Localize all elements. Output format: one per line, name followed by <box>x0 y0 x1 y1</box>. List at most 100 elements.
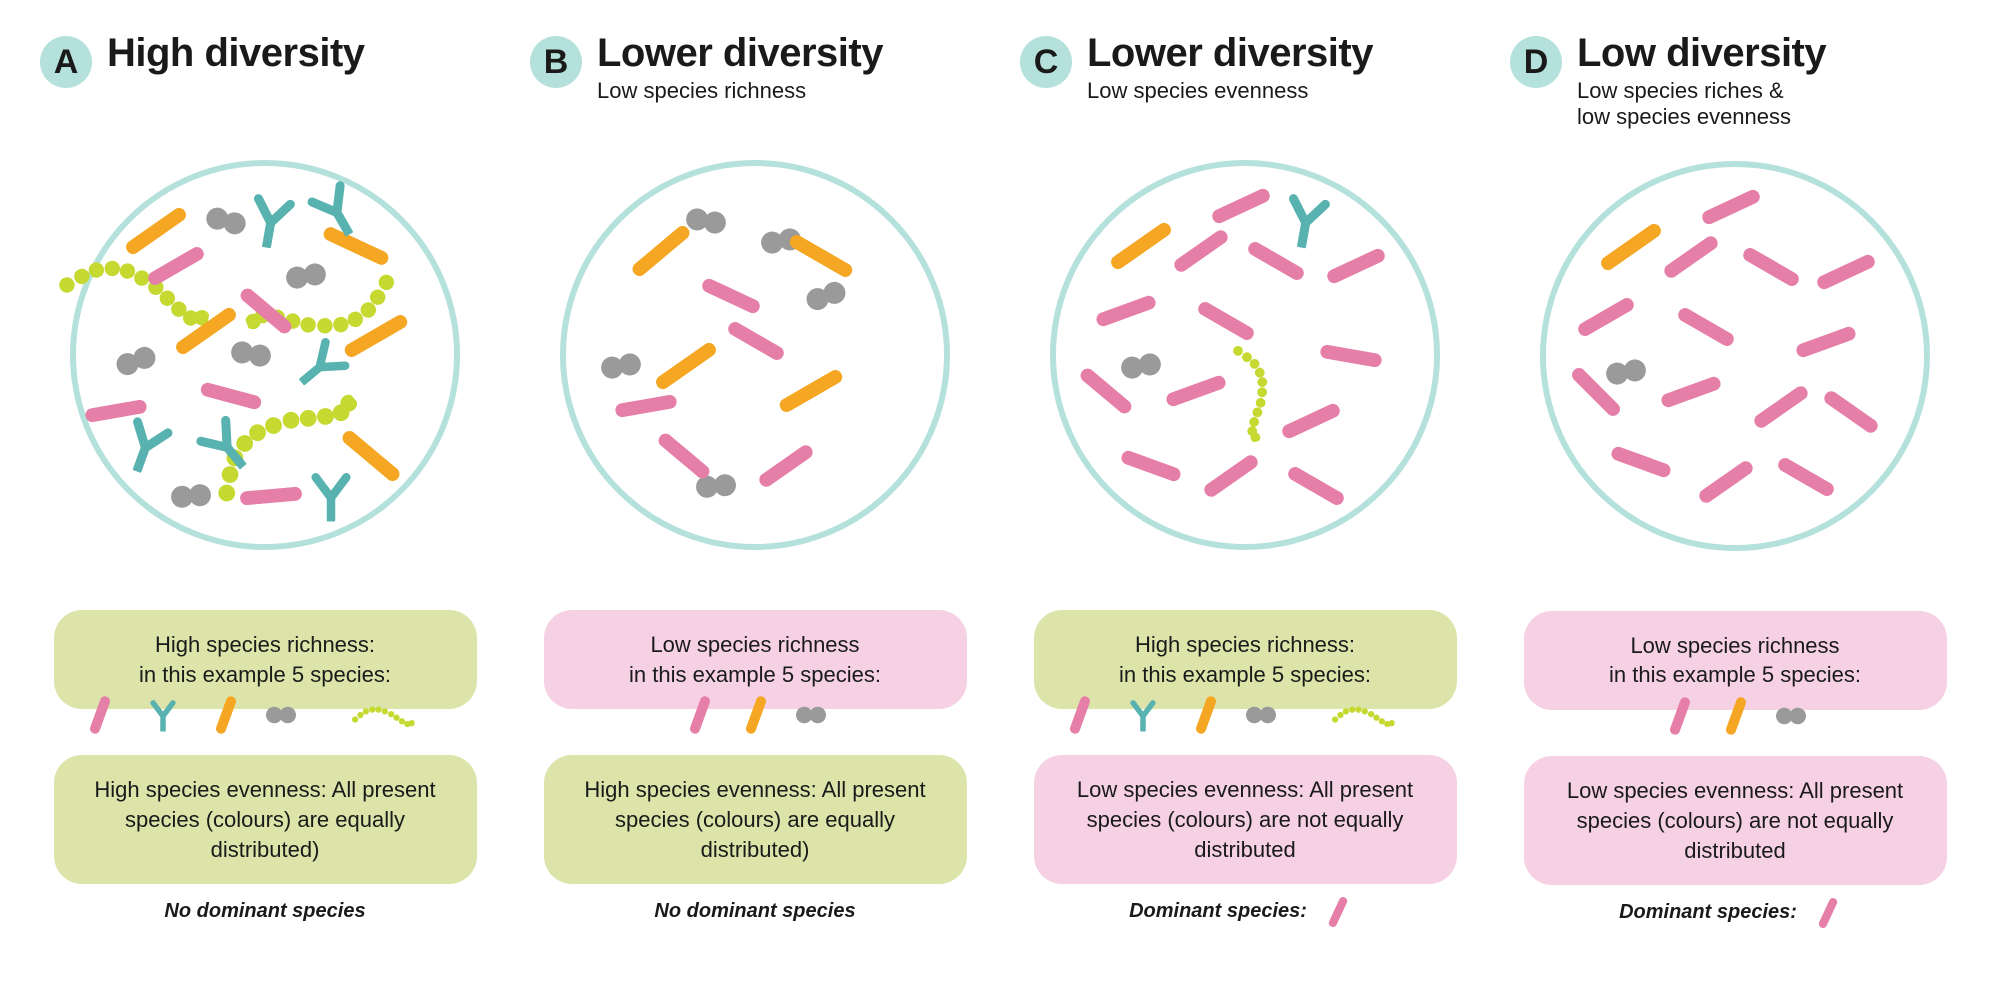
legend-yellow_chain-icon <box>1332 702 1395 729</box>
dominant-footnote: Dominant species: <box>1619 901 1851 924</box>
legend-gray_coccus-icon <box>795 705 828 726</box>
petri-dish-container <box>30 160 500 550</box>
microbe-pink_rod <box>1776 455 1837 498</box>
legend-gray_coccus-icon <box>265 705 298 726</box>
petri-dish-container <box>520 160 990 550</box>
richness-line1: Low species richness <box>1552 631 1919 661</box>
legend-pink_rod-icon <box>689 695 712 735</box>
microbe-gray_coccus <box>168 480 214 512</box>
legend-orange_rod-icon <box>1195 695 1218 735</box>
evenness-box: Low species evenness: All present specie… <box>1524 756 1947 885</box>
panel-header: B Lower diversity Low species richness <box>520 30 990 130</box>
microbe-pink_rod <box>1700 187 1762 226</box>
panel-header: C Lower diversity Low species evenness <box>1010 30 1480 130</box>
microbe-pink_rod <box>1196 299 1257 342</box>
panel-subtitle: Low species riches & low species evennes… <box>1577 78 1826 131</box>
microbe-pink_rod <box>1325 247 1387 286</box>
microbe-yellow_chain <box>1223 338 1289 444</box>
evenness-box: High species evenness: All present speci… <box>544 755 967 884</box>
panel-title: Low diversity <box>1577 30 1826 76</box>
panel-header: D Low diversity Low species riches & low… <box>1500 30 1970 131</box>
legend-pink_rod-icon <box>89 695 112 735</box>
microbe-pink_rod <box>1676 305 1737 348</box>
petri-dish <box>70 160 460 550</box>
richness-line2: in this example 5 species: <box>1062 660 1429 690</box>
panel-title-block: Lower diversity Low species evenness <box>1087 30 1373 104</box>
panel-d: D Low diversity Low species riches & low… <box>1500 30 1970 980</box>
panel-header: A High diversity <box>30 30 500 130</box>
microbe-pink_rod <box>1172 227 1231 274</box>
species-legend <box>1057 691 1433 739</box>
legend-teal_y-icon <box>1127 699 1160 732</box>
microbe-pink_rod <box>656 431 712 482</box>
panel-title: Lower diversity <box>1087 30 1373 76</box>
dominant-footnote: Dominant species: <box>1129 900 1361 923</box>
microbe-pink_rod <box>1609 445 1672 479</box>
microbe-pink_rod <box>1794 325 1857 359</box>
petri-dish <box>560 160 950 550</box>
microbe-pink_rod <box>199 381 263 411</box>
panel-subtitle: Low species richness <box>597 78 883 104</box>
panel-c: C Lower diversity Low species evenness <box>1010 30 1480 980</box>
panel-title: Lower diversity <box>597 30 883 76</box>
panel-letter-badge: D <box>1510 36 1562 88</box>
microbe-pink_rod <box>1164 374 1227 408</box>
petri-dish <box>1050 160 1440 550</box>
legend-teal_y-icon <box>147 699 180 732</box>
microbe-teal_y <box>111 411 180 480</box>
footnote-text: No dominant species <box>654 900 855 923</box>
panel-subtitle: Low species evenness <box>1087 78 1373 104</box>
microbe-pink_rod <box>1815 252 1877 291</box>
microbe-orange_rod <box>630 223 693 279</box>
microbe-pink_rod <box>1752 383 1811 430</box>
microbe-orange_rod <box>777 367 845 414</box>
richness-line2: in this example 5 species: <box>572 660 939 690</box>
panel-a: A High diversity <box>30 30 500 980</box>
footnote-text: Dominant species: <box>1619 901 1797 924</box>
petri-dish <box>1540 161 1930 551</box>
microbe-teal_y <box>299 174 373 248</box>
legend-yellow_chain-icon <box>352 702 415 729</box>
microbe-pink_rod <box>726 319 787 362</box>
microbe-teal_y <box>240 190 303 253</box>
panel-letter-badge: A <box>40 36 92 88</box>
microbe-gray_coccus <box>597 348 645 383</box>
legend-gray_coccus-icon <box>1245 705 1278 726</box>
species-legend <box>1657 692 1813 740</box>
richness-line1: High species richness: <box>1062 630 1429 660</box>
microbe-pink_rod <box>1210 187 1272 226</box>
microbe-orange_rod <box>1598 221 1663 273</box>
microbe-gray_coccus <box>1602 354 1650 389</box>
microbe-gray_coccus <box>111 340 162 381</box>
panel-title: High diversity <box>107 30 365 76</box>
panel-letter-badge: B <box>530 36 582 88</box>
microbe-pink_rod <box>1576 295 1637 338</box>
microbe-pink_rod <box>1119 449 1182 483</box>
legend-pink_rod-icon <box>1669 696 1692 736</box>
microbe-gray_coccus <box>801 275 852 316</box>
evenness-box: High species evenness: All present speci… <box>54 755 477 884</box>
dominant-species-icon <box>1327 896 1348 929</box>
footnote-text: Dominant species: <box>1129 900 1307 923</box>
microbe-orange_rod <box>1108 220 1173 272</box>
microbe-pink_rod <box>1286 464 1347 507</box>
microbe-pink_rod <box>1280 402 1342 441</box>
legend-orange_rod-icon <box>215 695 238 735</box>
evenness-text: High species evenness: All present speci… <box>584 777 925 861</box>
richness-line2: in this example 5 species: <box>1552 660 1919 690</box>
microbe-orange_rod <box>653 340 718 392</box>
microbe-pink_rod <box>1202 452 1261 499</box>
microbe-pink_rod <box>1662 233 1721 280</box>
microbe-teal_y <box>1275 190 1338 253</box>
dominant-species-icon <box>1817 896 1838 929</box>
petri-dish-container <box>1010 160 1480 550</box>
legend-gray_coccus-icon <box>1775 706 1808 727</box>
microbe-orange_rod <box>787 232 855 279</box>
legend-orange_rod-icon <box>1725 696 1748 736</box>
microbe-pink_rod <box>614 394 677 419</box>
legend-pink_rod-icon <box>1069 695 1092 735</box>
microbe-pink_rod <box>757 442 816 489</box>
microbe-pink_rod <box>1094 294 1157 328</box>
richness-line1: Low species richness <box>572 630 939 660</box>
dominant-footnote: No dominant species <box>164 900 365 923</box>
